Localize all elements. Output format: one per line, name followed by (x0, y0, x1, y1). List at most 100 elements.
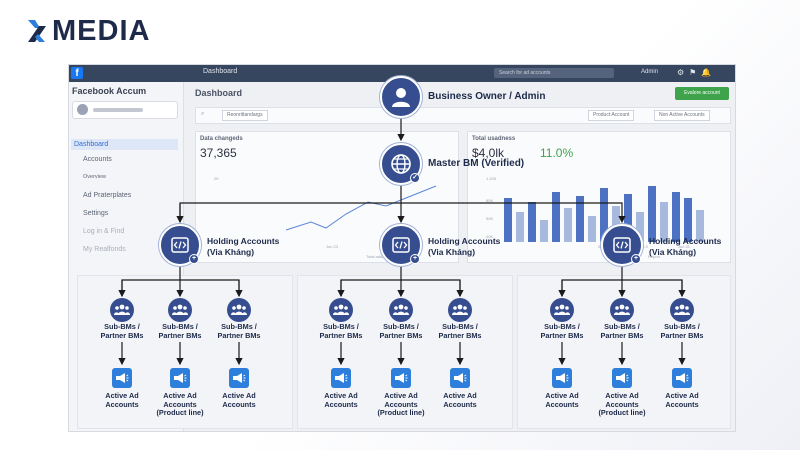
people-group-icon (554, 304, 570, 315)
bar-chart (504, 186, 704, 242)
search-input[interactable]: Search for ad accounts (494, 68, 614, 78)
sub-bm-node (168, 298, 192, 322)
code-window-icon (392, 237, 410, 253)
sidebar-item-settings[interactable]: Settings (83, 210, 109, 217)
ad-account-label: Active Ad Accounts (105, 391, 139, 409)
people-group-icon (452, 304, 468, 315)
plus-badge-icon: + (631, 254, 641, 264)
status-dropdown[interactable]: Non Active Accounts (654, 110, 710, 121)
sub-bm-node (448, 298, 472, 322)
card-tick-1: 80K (486, 198, 494, 203)
topbar-title: Dashboard (203, 68, 238, 75)
megaphone-icon (395, 373, 408, 383)
megaphone-icon (116, 373, 129, 383)
topbar-icons: ⚙⚑🔔 (677, 68, 717, 77)
check-badge-icon: ✓ (410, 173, 420, 183)
people-group-icon (114, 304, 130, 315)
card-label: Total usadness (472, 136, 516, 142)
sidebar-item-funds[interactable]: My Realfonds (83, 246, 126, 253)
holding-node-1: + (159, 224, 201, 266)
ad-account-label: Active Ad Accounts (665, 391, 699, 409)
dashboard-topbar: f Dashboard Search for ad accounts Admin… (69, 65, 735, 82)
card-legend: Report (648, 254, 661, 259)
ad-account-label: Active Ad Accounts (Product line) (156, 391, 204, 417)
ad-account-label: Active Ad Accounts (222, 391, 256, 409)
product-account-dropdown[interactable]: Product Account (588, 110, 635, 121)
filter-dropdown[interactable]: Reonrittandargs (222, 110, 268, 121)
sub-bm-node (610, 298, 634, 322)
ad-account-node (391, 368, 411, 388)
total-usage-card: Total usadness $4,0lk 11.0% 1.20K 80K 50… (467, 131, 731, 263)
megaphone-icon (676, 373, 689, 383)
card-x-tick-2: Jun 31 (678, 244, 691, 249)
page-title: Dashboard (195, 88, 243, 98)
brand-name: MEDIA (52, 14, 151, 47)
people-group-icon (231, 304, 247, 315)
master-bm-label: Master BM (Verified) (428, 158, 525, 169)
ad-account-node (112, 368, 132, 388)
ad-account-label: Active Ad Accounts (545, 391, 579, 409)
ad-account-node (170, 368, 190, 388)
holding-label-1: Holding Accounts (Via Kháng) (207, 236, 280, 257)
people-group-icon (614, 304, 630, 315)
sidebar-item-templates[interactable]: Ad Praterplates (83, 192, 132, 199)
plus-badge-icon: + (410, 254, 420, 264)
people-group-icon (674, 304, 690, 315)
avatar (77, 104, 88, 115)
plus-badge-icon: + (189, 254, 199, 264)
sub-bm-node (550, 298, 574, 322)
sub-bm-label: Sub-BMs / Partner BMs (100, 322, 144, 340)
sub-bm-node (227, 298, 251, 322)
people-group-icon (172, 304, 188, 315)
card-label: Data changeds (200, 136, 243, 142)
business-owner-node (380, 76, 422, 118)
card-tick-0: 1.20K (486, 176, 497, 181)
filter-bar: ⌕ Reonrittandargs Product Account Non Ac… (195, 107, 731, 124)
megaphone-icon (233, 373, 246, 383)
megaphone-icon (335, 373, 348, 383)
sidebar-item-dashboard[interactable]: Dashboard (71, 139, 178, 150)
card-tick: 2K (214, 176, 219, 181)
brand-logo: MEDIA (26, 14, 150, 48)
ad-account-node (672, 368, 692, 388)
card-tick-2: 50K (486, 216, 494, 221)
master-bm-node: ✓ (380, 143, 422, 185)
sub-bm-label: Sub-BMs / Partner BMs (540, 322, 584, 340)
account-selector[interactable] (72, 101, 178, 119)
holding-node-3: + (601, 224, 643, 266)
sidebar-item-login[interactable]: Log in & Find (83, 228, 125, 235)
megaphone-icon (454, 373, 467, 383)
sub-bm-node (110, 298, 134, 322)
ad-account-label: Active Ad Accounts (Product line) (377, 391, 425, 417)
user-icon (392, 88, 410, 107)
sub-bm-label: Sub-BMs / Partner BMs (600, 322, 644, 340)
holding-label-2: Holding Accounts (Via Kháng) (428, 236, 501, 257)
people-group-icon (333, 304, 349, 315)
card-tick-3: 40K (486, 234, 494, 239)
sidebar-item-overview[interactable]: Overview (83, 174, 106, 180)
business-owner-label: Business Owner / Admin (428, 91, 546, 102)
sidebar-item-accounts[interactable]: Accounts (83, 156, 112, 163)
account-name-placeholder (93, 108, 143, 112)
line-sparkline (285, 185, 437, 231)
ad-account-node (612, 368, 632, 388)
sub-bm-node (389, 298, 413, 322)
megaphone-icon (556, 373, 569, 383)
brand-mark-icon (28, 20, 46, 42)
create-account-button[interactable]: Evalore account (675, 87, 729, 100)
holding-node-2: + (380, 224, 422, 266)
sub-bm-label: Sub-BMs / Partner BMs (379, 322, 423, 340)
megaphone-icon (616, 373, 629, 383)
ad-account-label: Active Ad Accounts (Product line) (598, 391, 646, 417)
ad-account-node (331, 368, 351, 388)
ad-account-node (552, 368, 572, 388)
sub-bm-node (329, 298, 353, 322)
code-window-icon (171, 237, 189, 253)
sub-bm-label: Sub-BMs / Partner BMs (660, 322, 704, 340)
admin-menu[interactable]: Admin (641, 69, 659, 75)
sub-bm-label: Sub-BMs / Partner BMs (438, 322, 482, 340)
app-title: Facebook Accum (72, 86, 147, 96)
sub-bm-node (670, 298, 694, 322)
card-value: 37,365 (200, 146, 237, 160)
